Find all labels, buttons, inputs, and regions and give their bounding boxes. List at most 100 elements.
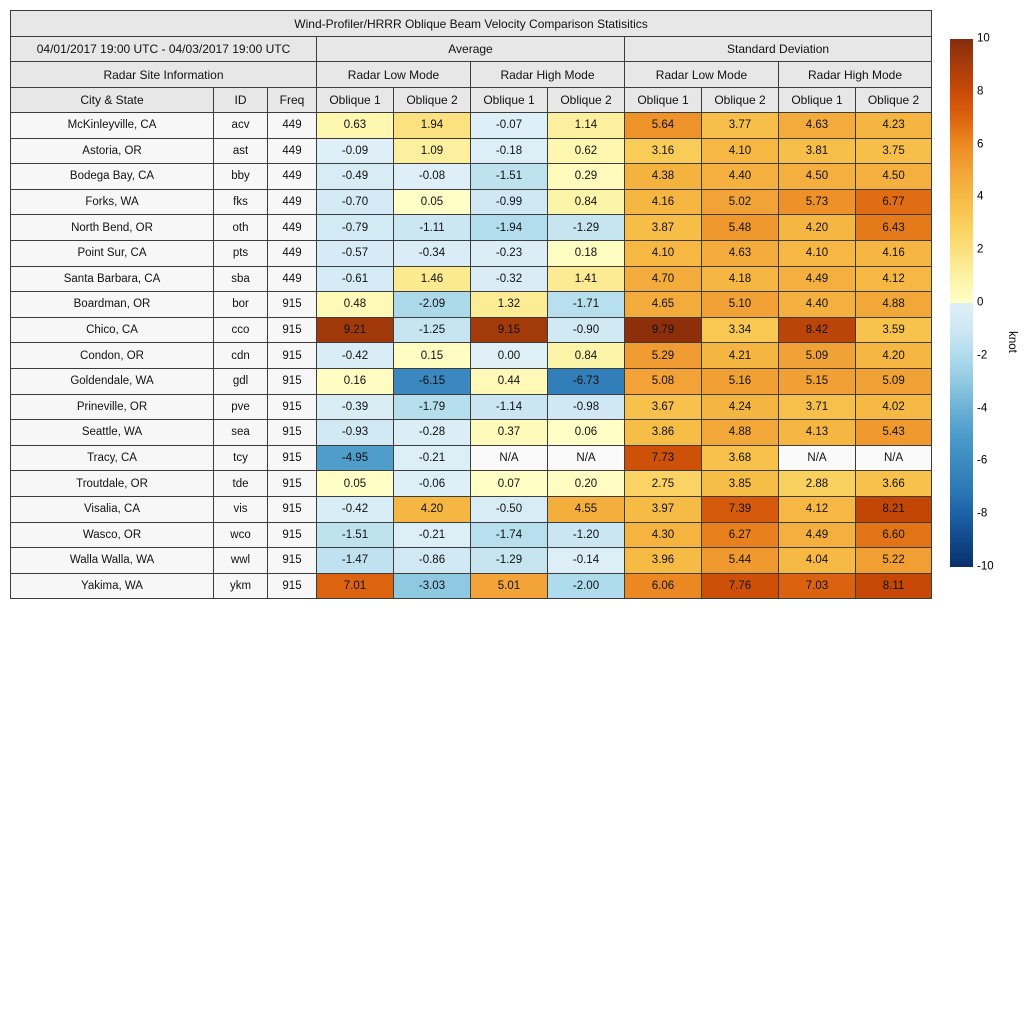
value-cell: -0.18 — [470, 137, 548, 165]
site-id-cell: tcy — [213, 444, 268, 472]
value-cell: -0.42 — [316, 495, 394, 523]
value-cell: 4.65 — [624, 291, 702, 318]
value-cell: 0.44 — [470, 367, 548, 395]
mode-header-avg-low: Radar Low Mode — [316, 61, 471, 88]
site-info-header: Radar Site Information — [10, 61, 317, 88]
value-cell: N/A — [470, 444, 548, 472]
freq-cell: 449 — [267, 239, 317, 267]
value-cell: 6.43 — [854, 214, 933, 241]
value-cell: 4.63 — [778, 112, 856, 139]
city-state-cell: Condon, OR — [10, 342, 214, 369]
value-cell: 4.10 — [624, 239, 702, 267]
site-id-cell: ykm — [213, 572, 268, 600]
table-row: Astoria, OR ast 449 -0.09 1.09 -0.18 0.62 3.16 4… — [10, 137, 933, 165]
site-id-cell: bby — [213, 163, 268, 190]
value-cell: -1.71 — [547, 291, 625, 318]
value-cell: 4.13 — [778, 419, 856, 446]
value-cell: -0.09 — [316, 137, 394, 165]
city-state-cell: Forks, WA — [10, 188, 214, 216]
value-cell: 5.09 — [778, 342, 856, 369]
value-cell: -0.50 — [470, 495, 548, 523]
value-cell: -0.61 — [316, 265, 394, 293]
value-cell: 4.63 — [701, 239, 779, 267]
site-id-cell: ast — [213, 137, 268, 165]
value-cell: 0.84 — [547, 188, 625, 216]
city-state-cell: Chico, CA — [10, 316, 214, 344]
value-cell: 4.16 — [854, 239, 933, 267]
value-cell: 3.85 — [701, 470, 779, 497]
city-state-cell: Walla Walla, WA — [10, 547, 214, 574]
value-cell: -0.98 — [547, 393, 625, 421]
value-cell: 5.43 — [854, 419, 933, 446]
colorbar-tick: -10 — [977, 560, 994, 573]
group-header-average: Average — [316, 36, 625, 62]
freq-cell: 915 — [267, 444, 317, 472]
value-cell: -0.21 — [393, 521, 471, 549]
value-cell: 4.04 — [778, 547, 856, 574]
value-cell: 3.67 — [624, 393, 702, 421]
col-header-oblique: Oblique 2 — [701, 87, 779, 113]
value-cell: 3.75 — [854, 137, 933, 165]
value-cell: N/A — [547, 444, 625, 472]
value-cell: -0.32 — [470, 265, 548, 293]
table-row: Prineville, OR pve 915 -0.39 -1.79 -1.14 -0.98… — [10, 393, 933, 421]
value-cell: 0.84 — [547, 342, 625, 369]
table-row: Condon, OR cdn 915 -0.42 0.15 0.00 0.84 5.29 4.2… — [10, 342, 933, 369]
value-cell: 3.66 — [854, 470, 933, 497]
freq-cell: 915 — [267, 342, 317, 369]
col-header-oblique: Oblique 2 — [854, 87, 933, 113]
city-state-cell: Visalia, CA — [10, 495, 214, 523]
value-cell: 7.39 — [701, 495, 779, 523]
colorbar-wrap: 10 8 6 4 2 0 -2 -4 -6 -8 -10 knot — [950, 33, 1024, 572]
site-id-cell: sba — [213, 265, 268, 293]
value-cell: 0.00 — [470, 342, 548, 369]
value-cell: -1.29 — [470, 547, 548, 574]
value-cell: 4.21 — [701, 342, 779, 369]
city-state-cell: Tracy, CA — [10, 444, 214, 472]
table-row: Bodega Bay, CA bby 449 -0.49 -0.08 -1.51 0.29 4… — [10, 163, 933, 190]
city-state-cell: Yakima, WA — [10, 572, 214, 600]
value-cell: -6.15 — [393, 367, 471, 395]
freq-cell: 915 — [267, 419, 317, 446]
value-cell: -1.94 — [470, 214, 548, 241]
colorbar-tick: 2 — [977, 243, 984, 256]
colorbar-tick: -6 — [977, 454, 988, 467]
value-cell: 3.77 — [701, 112, 779, 139]
value-cell: 5.22 — [854, 547, 933, 574]
value-cell: 5.02 — [701, 188, 779, 216]
value-cell: 1.09 — [393, 137, 471, 165]
value-cell: 1.94 — [393, 112, 471, 139]
value-cell: 4.10 — [778, 239, 856, 267]
value-cell: 4.40 — [778, 291, 856, 318]
freq-cell: 449 — [267, 214, 317, 241]
col-header-city-state: City & State — [10, 87, 214, 113]
site-id-cell: oth — [213, 214, 268, 241]
table-row: Chico, CA cco 915 9.21 -1.25 9.15 -0.90 9.79 3.3… — [10, 316, 933, 344]
col-header-oblique: Oblique 1 — [624, 87, 702, 113]
value-cell: -0.08 — [393, 163, 471, 190]
value-cell: 4.23 — [854, 112, 933, 139]
value-cell: 4.24 — [701, 393, 779, 421]
table-row: Santa Barbara, CA sba 449 -0.61 1.46 -0.32 1.4… — [10, 265, 933, 293]
freq-cell: 915 — [267, 521, 317, 549]
value-cell: 7.73 — [624, 444, 702, 472]
value-cell: -0.49 — [316, 163, 394, 190]
value-cell: -1.51 — [316, 521, 394, 549]
value-cell: 4.50 — [778, 163, 856, 190]
colorbar-tick: -2 — [977, 349, 988, 362]
value-cell: 9.21 — [316, 316, 394, 344]
value-cell: -1.29 — [547, 214, 625, 241]
value-cell: -0.34 — [393, 239, 471, 267]
colorbar-tick: 10 — [977, 32, 990, 45]
value-cell: 0.16 — [316, 367, 394, 395]
value-cell: 1.14 — [547, 112, 625, 139]
site-id-cell: sea — [213, 419, 268, 446]
site-id-cell: fks — [213, 188, 268, 216]
value-cell: -1.79 — [393, 393, 471, 421]
value-cell: 3.87 — [624, 214, 702, 241]
value-cell: 7.01 — [316, 572, 394, 600]
value-cell: -0.39 — [316, 393, 394, 421]
site-id-cell: cdn — [213, 342, 268, 369]
value-cell: 4.55 — [547, 495, 625, 523]
